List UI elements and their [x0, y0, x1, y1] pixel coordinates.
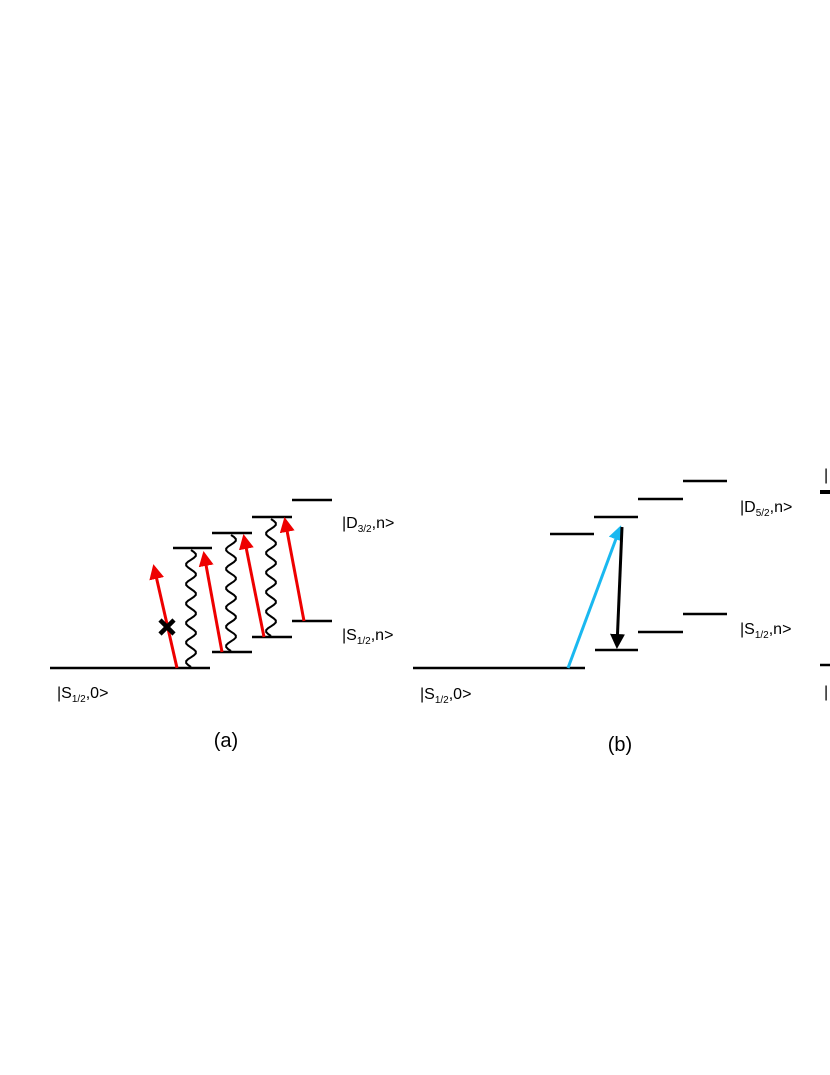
wavy-decay — [265, 518, 277, 637]
panel-a: |D3/2,n> |S1/2,n> |S1/2,0> (a) — [50, 498, 394, 752]
ground-label: |S1/2,0> — [420, 686, 471, 706]
wavy-decay — [225, 534, 237, 652]
panel-b: |D5/2,n> |S1/2,n> |S1/2,0> (b) — [413, 479, 792, 756]
label-fragment: | — [824, 467, 828, 484]
label-fragment: | — [824, 684, 828, 701]
upper-label: |D3/2,n> — [342, 515, 394, 535]
red-arrow — [238, 534, 266, 638]
black-arrow — [610, 526, 625, 649]
red-arrow — [279, 517, 306, 622]
lower-label: |S1/2,n> — [740, 621, 791, 641]
red-arrow — [149, 564, 179, 669]
upper-label: |D5/2,n> — [740, 499, 792, 519]
wavy-decay — [185, 549, 197, 668]
caption: (a) — [214, 730, 238, 752]
lower-label: |S1/2,n> — [342, 627, 393, 647]
caption: (b) — [608, 734, 632, 756]
cross-mark — [158, 618, 176, 636]
red-arrow — [198, 551, 224, 653]
ground-label: |S1/2,0> — [57, 685, 108, 705]
panel-c-fragment: | | — [820, 467, 830, 701]
blue-arrow — [566, 525, 623, 669]
